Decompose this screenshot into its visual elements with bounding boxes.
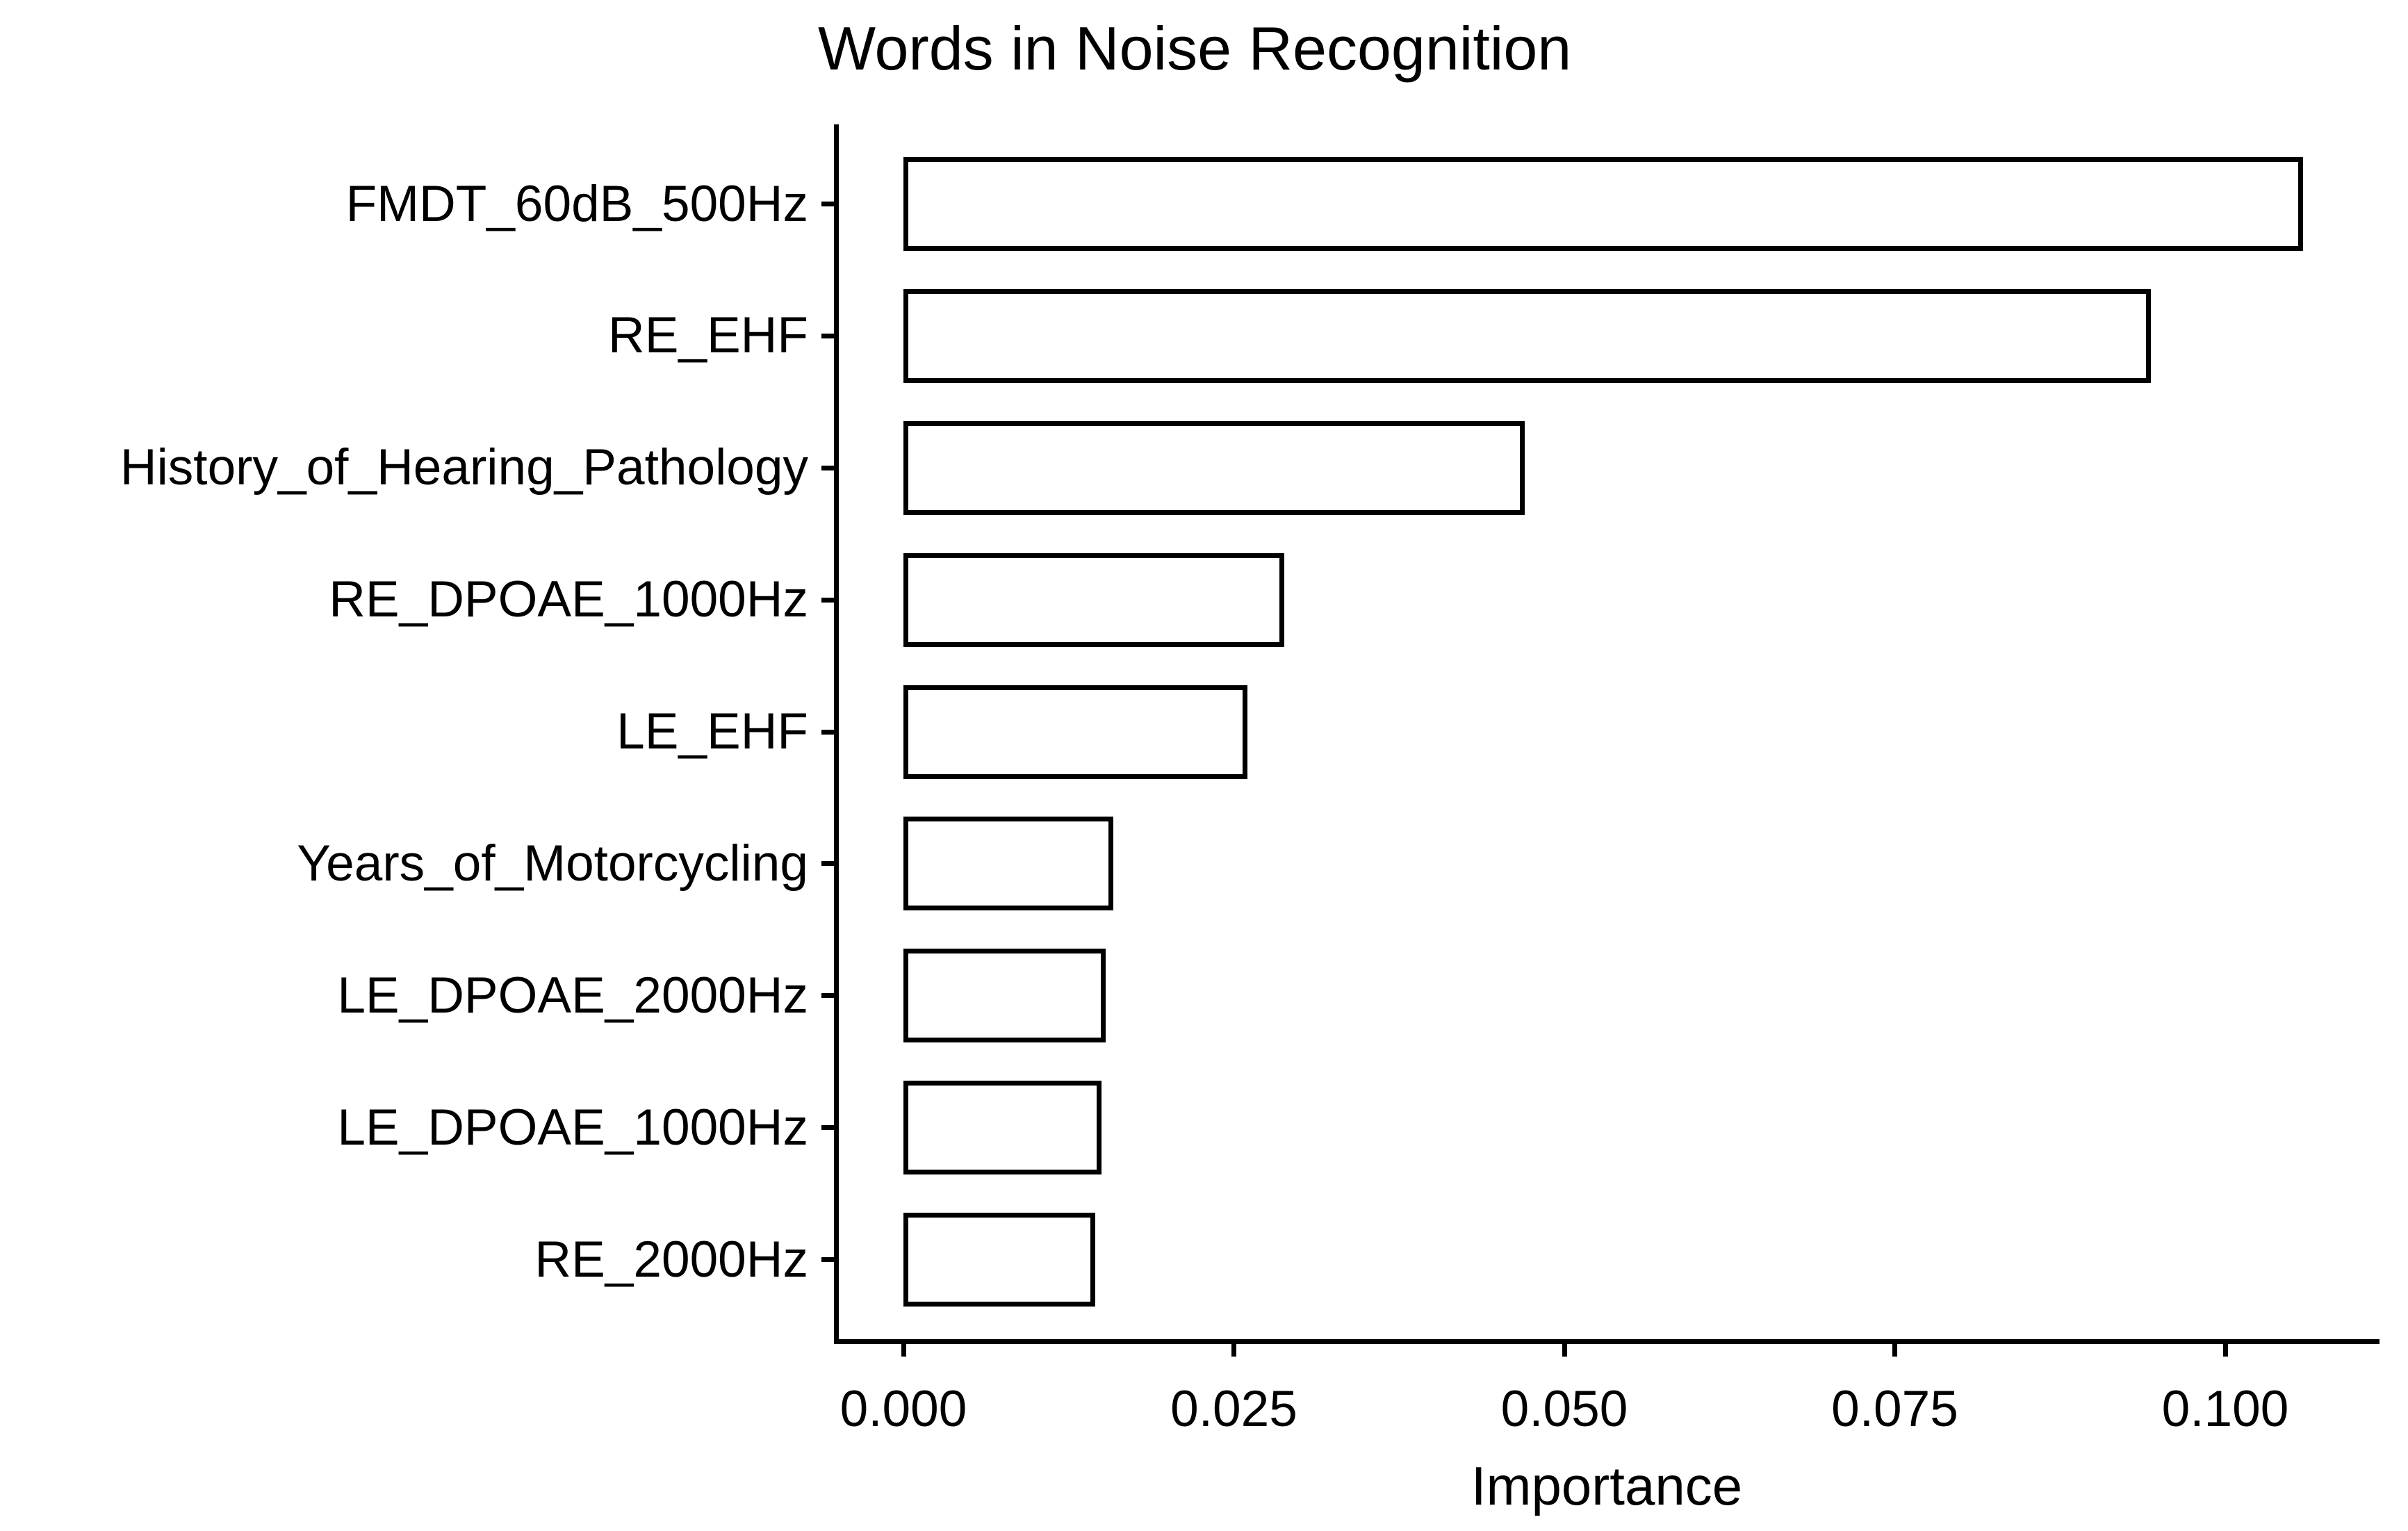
- bar-RE_2000Hz: [903, 1213, 1095, 1307]
- x-tick-label-0.000: 0.000: [839, 1381, 967, 1437]
- bar-LE_DPOAE_2000Hz: [903, 949, 1106, 1043]
- y-tick-mark: [821, 333, 834, 338]
- x-tick-mark: [1892, 1344, 1897, 1357]
- y-tick-label-RE_2000Hz: RE_2000Hz: [534, 1231, 808, 1288]
- bar-LE_EHF: [903, 685, 1247, 779]
- y-tick-mark: [821, 993, 834, 999]
- y-tick-label-RE_DPOAE_1000Hz: RE_DPOAE_1000Hz: [329, 571, 808, 628]
- y-tick-label-FMDT_60dB_500Hz: FMDT_60dB_500Hz: [345, 175, 808, 232]
- y-tick-mark: [821, 202, 834, 206]
- chart-title: Words in Noise Recognition: [818, 14, 1572, 83]
- bar-RE_EHF: [903, 288, 2151, 383]
- bar-RE_DPOAE_1000Hz: [903, 552, 1284, 647]
- y-tick-label-LE_DPOAE_1000Hz: LE_DPOAE_1000Hz: [337, 1099, 808, 1156]
- y-tick-label-LE_DPOAE_2000Hz: LE_DPOAE_2000Hz: [337, 967, 808, 1024]
- y-tick-mark: [821, 729, 834, 735]
- x-tick-mark: [2222, 1344, 2228, 1357]
- y-tick-label-History_of_Hearing_Pathology: History_of_Hearing_Pathology: [120, 439, 808, 496]
- y-tick-mark: [821, 597, 834, 603]
- x-axis-title: Importance: [1471, 1455, 1743, 1516]
- y-axis-line: [834, 124, 839, 1344]
- x-tick-label-0.100: 0.100: [2161, 1381, 2289, 1437]
- y-tick-label-LE_EHF: LE_EHF: [616, 703, 808, 760]
- y-tick-mark: [821, 1257, 834, 1262]
- bar-LE_DPOAE_1000Hz: [903, 1081, 1101, 1175]
- x-tick-label-0.075: 0.075: [1831, 1381, 1958, 1437]
- bar-Years_of_Motorcycling: [903, 817, 1113, 911]
- y-tick-label-Years_of_Motorcycling: Years_of_Motorcycling: [297, 835, 808, 892]
- y-tick-mark: [821, 465, 834, 470]
- y-tick-mark: [821, 861, 834, 867]
- x-tick-mark: [901, 1344, 906, 1357]
- x-axis-line: [834, 1339, 2380, 1344]
- y-tick-mark: [821, 1125, 834, 1131]
- y-tick-label-RE_EHF: RE_EHF: [607, 307, 808, 364]
- x-tick-mark: [1231, 1344, 1236, 1357]
- x-tick-mark: [1562, 1344, 1567, 1357]
- x-tick-label-0.050: 0.050: [1500, 1381, 1628, 1437]
- x-tick-label-0.025: 0.025: [1170, 1381, 1297, 1437]
- bar-History_of_Hearing_Pathology: [903, 420, 1525, 515]
- bar-FMDT_60dB_500Hz: [903, 157, 2303, 251]
